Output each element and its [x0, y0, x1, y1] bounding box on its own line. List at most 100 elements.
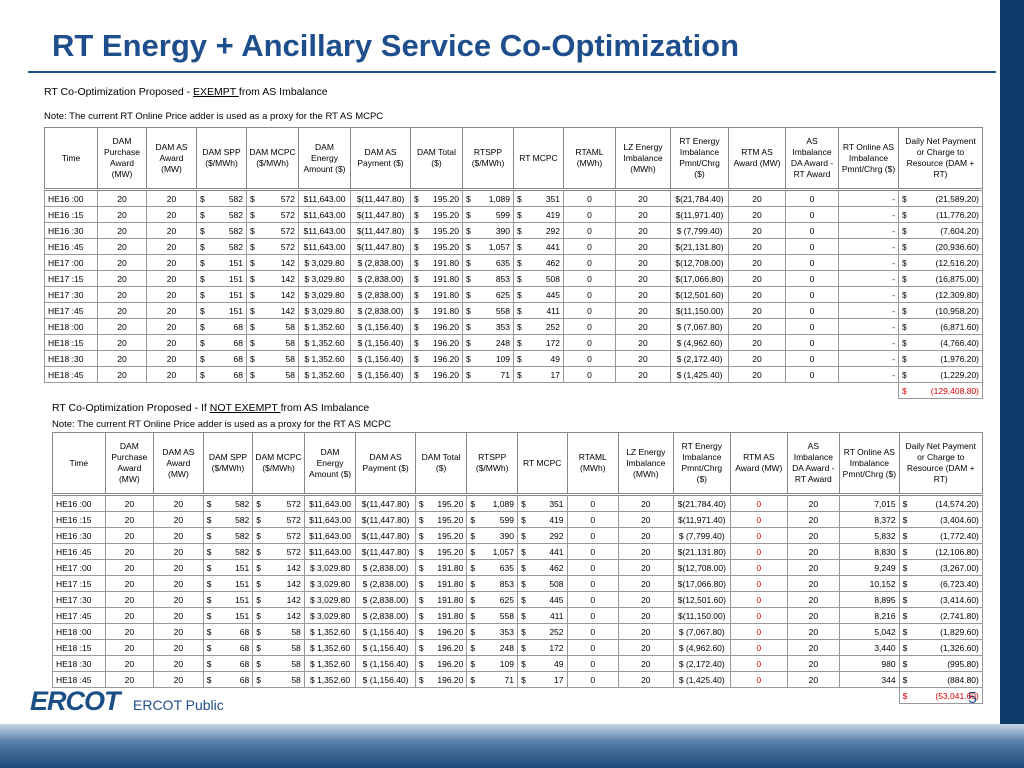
cell: 20 — [153, 607, 204, 624]
currency: $ — [200, 225, 205, 236]
cell: 20 — [615, 238, 671, 255]
cell: 20 — [618, 671, 674, 688]
cell: 20 — [728, 238, 786, 255]
amount: (21,589.20) — [935, 193, 979, 204]
cell: 20 — [153, 639, 204, 656]
currency: $ — [517, 273, 522, 284]
data-row: HE17 :00 20 20 $151 $142 $ 3,029.80 $ (2,838.0… — [52, 559, 983, 576]
cell: $353 — [462, 318, 514, 335]
cell: 0 — [566, 511, 620, 528]
cell: 20 — [615, 366, 671, 383]
amount: 195.20 — [433, 209, 459, 220]
cell: 0 — [566, 591, 620, 608]
cell: 20 — [615, 270, 671, 287]
amount: 248 — [495, 337, 510, 348]
column-header: DAM Purchase Award (MW) — [104, 432, 155, 495]
spacer — [105, 688, 154, 704]
amount: 191.80 — [437, 610, 464, 621]
cell: 20 — [104, 527, 155, 544]
column-header: AS Imbalance DA Award - RT Award — [786, 432, 841, 495]
cell: $151 — [202, 575, 254, 592]
currency: $ — [517, 257, 522, 268]
amount: 853 — [495, 273, 510, 284]
amount: 58 — [285, 353, 295, 364]
amount: 582 — [235, 514, 250, 525]
cell: 0 — [785, 302, 839, 319]
currency: $ — [470, 514, 476, 525]
cell: 20 — [153, 671, 204, 688]
section-note: Note: The current RT Online Price adder … — [52, 419, 392, 430]
cell: 20 — [786, 493, 841, 512]
currency: $ — [250, 353, 255, 364]
currency: $ — [200, 209, 205, 220]
cell: $109 — [462, 350, 514, 367]
amount: 142 — [286, 578, 301, 589]
cell: - — [838, 188, 899, 207]
cell: 0 — [566, 559, 620, 576]
cell: 20 — [97, 302, 147, 319]
currency: $ — [206, 498, 212, 509]
data-row: HE16 :30 20 20 $582 $572 $11,643.00 $(11,447.8… — [52, 527, 983, 544]
cell: $ 1,352.60 — [298, 318, 351, 335]
cell: $ (1,156.40) — [350, 366, 411, 383]
spacer — [517, 688, 567, 704]
currency: $ — [517, 225, 522, 236]
column-header: AS Imbalance DA Award - RT Award — [785, 127, 839, 190]
cell: 0 — [730, 493, 788, 512]
cell: HE17 :00 — [44, 254, 98, 271]
amount: 635 — [499, 562, 514, 573]
data-row: HE17 :30 20 20 $151 $142 $ 3,029.80 $ (2,838.0… — [44, 286, 983, 303]
spacer — [415, 688, 467, 704]
cell: $445 — [513, 286, 564, 303]
cell: 20 — [786, 575, 841, 592]
cell: HE17 :15 — [52, 575, 106, 592]
cell: $(17,066.80) — [672, 575, 732, 592]
cell: $ 1,352.60 — [298, 366, 351, 383]
cell: $58 — [252, 623, 305, 640]
cell: 20 — [618, 655, 674, 672]
cell: 20 — [786, 591, 841, 608]
cell: - — [838, 366, 899, 383]
amount: 142 — [280, 257, 295, 268]
cell: $(21,784.40) — [670, 188, 729, 207]
currency: $ — [206, 594, 212, 605]
column-header: DAM Purchase Award (MW) — [97, 127, 147, 190]
currency: $ — [414, 225, 419, 236]
cell: $ (1,156.40) — [350, 334, 411, 351]
cell: $ (7,799.40) — [672, 527, 732, 544]
cell: 0 — [566, 623, 620, 640]
cell: 20 — [146, 334, 197, 351]
cell: 20 — [104, 591, 155, 608]
cell: 0 — [785, 206, 839, 223]
column-header: RT Online AS Imbalance Pmnt/Chrg ($) — [838, 127, 899, 190]
cell: 20 — [786, 511, 841, 528]
cell: $58 — [252, 639, 305, 656]
cell: $572 — [246, 188, 299, 207]
currency: $ — [470, 594, 476, 605]
cell: $252 — [516, 623, 568, 640]
cell: $(11,447.80) — [355, 543, 416, 560]
currency: $ — [414, 305, 419, 316]
currency: $ — [517, 289, 522, 300]
cell: $582 — [202, 493, 254, 512]
column-header: DAM MCPC ($/MWh) — [246, 127, 299, 190]
cell: 20 — [146, 222, 197, 239]
cell: $195.20 — [414, 527, 468, 544]
currency: $ — [470, 674, 476, 685]
cell: $(11,447.80) — [355, 493, 416, 512]
cell: $151 — [202, 607, 254, 624]
total-cell: $ (129,408.80) — [898, 382, 983, 399]
cell: - — [838, 286, 899, 303]
cell: $ (2,838.00) — [355, 591, 416, 608]
cell: 0 — [566, 575, 620, 592]
cell: 0 — [785, 318, 839, 335]
cell: $58 — [252, 655, 305, 672]
cell: HE18 :45 — [44, 366, 98, 383]
cell: 0 — [785, 286, 839, 303]
currency: $ — [520, 658, 526, 669]
cell: HE17 :45 — [52, 607, 106, 624]
cell: $419 — [516, 511, 568, 528]
cell: - — [838, 254, 899, 271]
cell: $ 3,029.80 — [303, 559, 357, 576]
currency: $ — [902, 385, 907, 396]
